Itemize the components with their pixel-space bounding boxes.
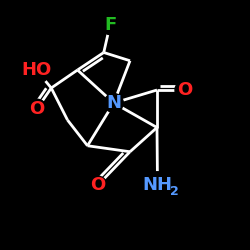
Text: O: O <box>30 100 44 118</box>
Circle shape <box>100 16 119 34</box>
Circle shape <box>175 80 194 100</box>
Circle shape <box>88 176 107 195</box>
Circle shape <box>22 56 50 84</box>
Text: O: O <box>90 176 105 194</box>
Circle shape <box>28 99 46 118</box>
Text: NH: NH <box>142 176 172 194</box>
Text: N: N <box>106 94 121 112</box>
Text: HO: HO <box>21 61 52 79</box>
Text: O: O <box>177 81 192 99</box>
Text: 2: 2 <box>170 185 179 198</box>
Text: F: F <box>104 16 116 34</box>
Circle shape <box>144 172 171 199</box>
Circle shape <box>104 94 123 112</box>
